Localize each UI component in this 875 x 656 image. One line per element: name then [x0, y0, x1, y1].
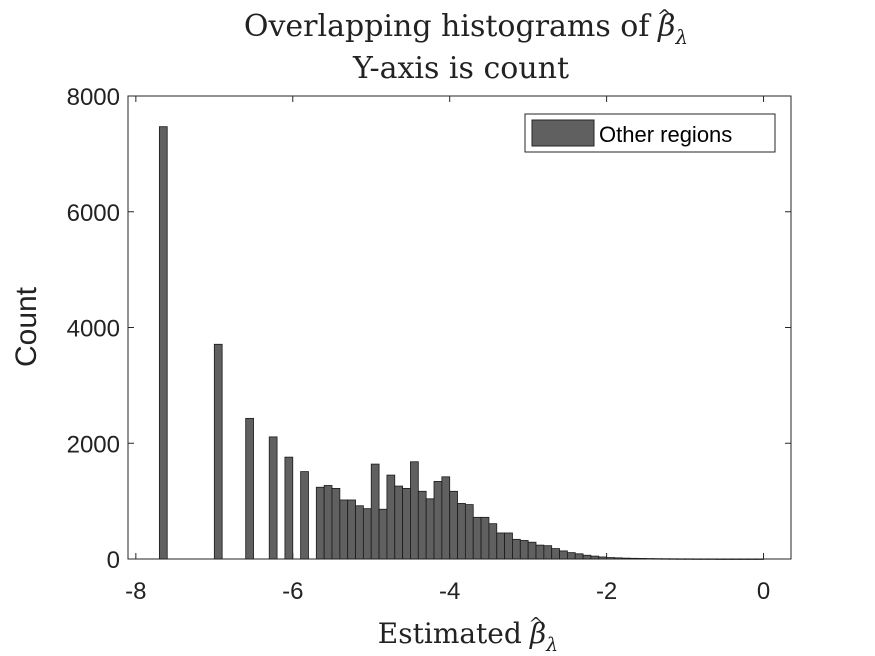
- histogram-bar: [496, 532, 506, 560]
- histogram-bar: [700, 558, 710, 560]
- histogram-bar: [559, 550, 568, 560]
- histogram-bar: [629, 557, 639, 560]
- histogram-bar: [441, 476, 451, 560]
- histogram-bar: [708, 558, 717, 560]
- y-tick-label: 4000: [67, 316, 120, 343]
- histogram-bar: [598, 556, 608, 560]
- histogram-bar: [362, 508, 372, 560]
- histogram-bar: [731, 558, 741, 560]
- y-axis-label: Count: [10, 286, 43, 367]
- histogram-bar: [457, 503, 466, 560]
- title-hat: ^: [657, 6, 672, 27]
- histogram-bar: [566, 552, 576, 560]
- histogram-bar: [614, 557, 623, 560]
- legend-swatch: [531, 119, 595, 147]
- legend-label: Other regions: [599, 122, 732, 147]
- histogram-bar: [582, 554, 592, 560]
- chart-title-line1: Overlapping histograms of ^βλ: [244, 6, 688, 49]
- histogram-bar: [637, 558, 647, 560]
- histogram-bar: [551, 548, 560, 560]
- histogram-bar: [386, 474, 396, 560]
- histogram-bar: [417, 490, 427, 560]
- histogram-bar: [747, 558, 757, 560]
- plot-area: [127, 95, 792, 560]
- histogram-bar: [668, 558, 678, 560]
- histogram-bar: [661, 558, 670, 560]
- xlabel-beta: β: [529, 617, 546, 650]
- histogram-bar: [323, 485, 333, 560]
- y-tick-label: 6000: [67, 200, 120, 227]
- histogram-bar: [370, 463, 380, 560]
- x-tick-label: -2: [596, 578, 617, 605]
- histogram-bar: [331, 487, 341, 560]
- histogram-bar: [590, 555, 600, 560]
- histogram-bar: [606, 557, 615, 560]
- histogram-bar: [739, 558, 749, 560]
- x-tick-label: 0: [757, 578, 770, 605]
- histogram-bar: [472, 516, 482, 560]
- y-tick-label: 8000: [67, 84, 120, 111]
- histogram-bar: [425, 498, 435, 560]
- xlabel-lambda: λ: [545, 634, 558, 656]
- histogram-bar: [245, 417, 254, 560]
- legend: Other regions: [524, 113, 776, 153]
- histogram-bar: [410, 461, 419, 560]
- title-lambda: λ: [674, 25, 688, 49]
- histogram-bar: [645, 558, 655, 560]
- xlabel-hat: ^: [529, 614, 543, 634]
- histogram-bar: [355, 505, 364, 560]
- histogram-bar: [300, 471, 309, 560]
- histogram-bar: [519, 540, 529, 560]
- histogram-bar: [621, 557, 631, 560]
- histogram-bar: [268, 436, 278, 560]
- histogram-bar: [543, 545, 553, 560]
- histogram-bar: [684, 558, 694, 560]
- histogram-bar: [464, 504, 474, 560]
- histogram-bar: [723, 558, 733, 560]
- histogram-bar: [676, 558, 686, 560]
- histogram-bar: [692, 558, 702, 560]
- x-axis-label: Estimated ^βλ: [378, 614, 558, 656]
- histogram-bar: [449, 490, 458, 560]
- histogram-bar: [535, 544, 545, 560]
- title-beta: β: [657, 9, 675, 44]
- chart-title-line1-prefix: Overlapping histograms of: [244, 9, 659, 44]
- histogram-bar: [527, 541, 537, 560]
- histogram-bar: [755, 558, 764, 560]
- histogram-bar: [394, 485, 404, 560]
- x-tick-label: -6: [282, 578, 303, 605]
- y-ticks-group: 0 2000 4000 6000 8000: [67, 84, 791, 574]
- histogram-bar: [512, 538, 521, 560]
- y-tick-label: 0: [107, 547, 120, 574]
- histogram-bar: [653, 558, 662, 560]
- x-ticks-group: -8 -6 -4 -2 0: [125, 96, 770, 605]
- x-axis-label-prefix: Estimated: [378, 617, 531, 650]
- histogram-bar: [315, 486, 325, 560]
- histogram-bar: [488, 523, 498, 560]
- histogram-bar: [213, 343, 223, 560]
- histogram-bar: [504, 532, 513, 560]
- y-tick-label: 2000: [67, 431, 120, 458]
- histogram-bar: [480, 516, 490, 560]
- bars-group: [158, 126, 764, 560]
- histogram-bar: [402, 487, 411, 560]
- histogram-bar: [378, 508, 388, 560]
- histogram-bar: [716, 558, 725, 560]
- histogram-bar: [347, 499, 356, 560]
- histogram-bar: [284, 456, 294, 560]
- histogram-bar: [158, 126, 168, 560]
- x-tick-label: -4: [439, 578, 460, 605]
- x-tick-label: -8: [125, 578, 146, 605]
- histogram-bar: [339, 499, 349, 560]
- chart-title-line2: Y-axis is count: [352, 51, 569, 86]
- histogram-bar: [433, 481, 443, 560]
- histogram-bar: [574, 553, 584, 560]
